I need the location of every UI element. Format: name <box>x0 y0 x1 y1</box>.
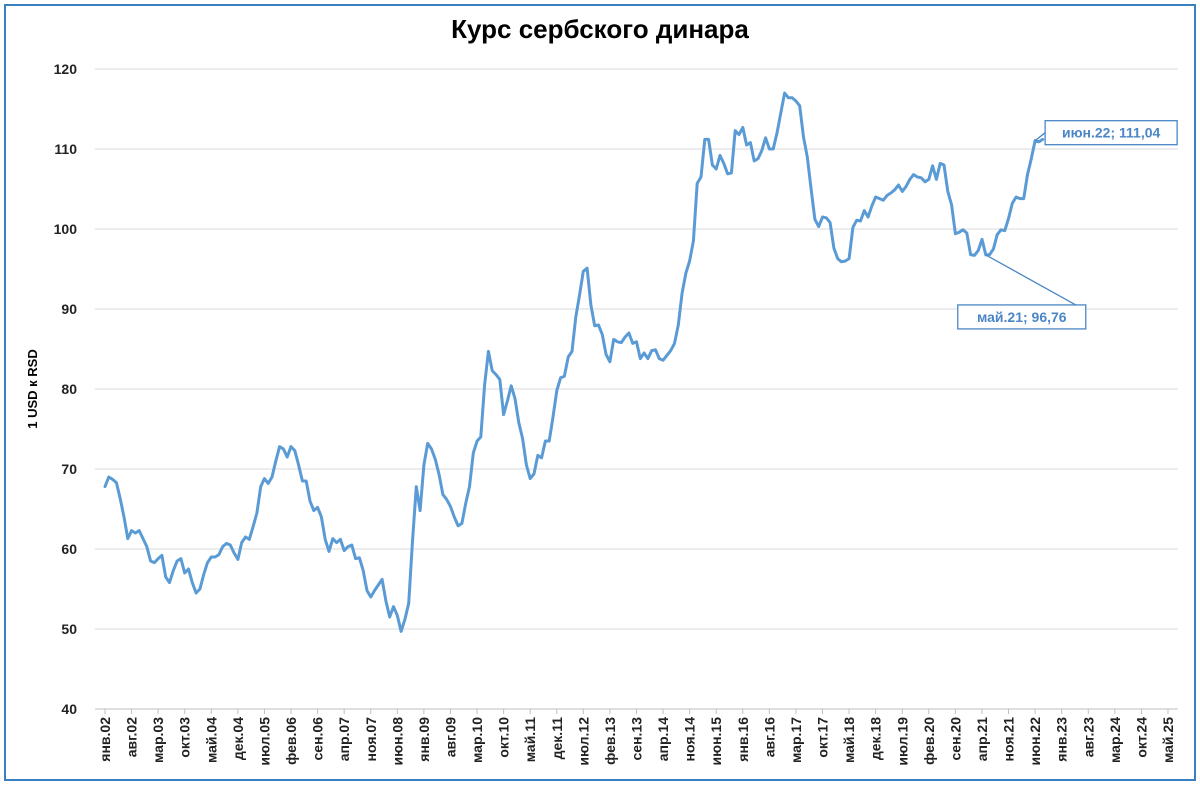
y-tick-label: 100 <box>54 221 78 237</box>
x-tick-label: дек.04 <box>230 717 246 760</box>
x-tick-label: июл.05 <box>256 717 272 766</box>
x-tick-label: июн.22 <box>1027 717 1043 766</box>
x-tick-label: янв.23 <box>1054 717 1070 762</box>
x-tick-label: сен.20 <box>947 717 963 761</box>
y-tick-label: 110 <box>54 141 77 157</box>
x-tick-label: мар.03 <box>150 717 166 763</box>
x-tick-label: дек.11 <box>549 717 565 760</box>
annotation-leader <box>985 254 1077 306</box>
x-tick-label: окт.10 <box>496 717 512 758</box>
x-tick-label: янв.09 <box>416 717 432 762</box>
x-tick-label: май.25 <box>1160 717 1176 763</box>
gridlines <box>95 68 1178 710</box>
x-tick-label: дек.18 <box>868 717 884 760</box>
x-tick-label: июн.08 <box>389 717 405 766</box>
x-tick-label: окт.03 <box>177 717 193 758</box>
x-tick-label: окт.17 <box>815 717 831 758</box>
x-tick-label: янв.02 <box>97 717 113 762</box>
annotations: июн.22; 111,04 май.21; 96,76 <box>957 120 1178 330</box>
y-tick-label: 120 <box>54 61 78 77</box>
x-tick-label: июн.15 <box>708 717 724 766</box>
y-tick-label: 90 <box>61 301 77 317</box>
annotation-leader <box>1034 132 1046 142</box>
x-tick-label: окт.24 <box>1133 717 1149 758</box>
x-tick-label: май.18 <box>841 717 857 763</box>
y-axis-label: 1 USD к RSD <box>25 349 40 428</box>
x-tick-label: июл.12 <box>575 717 591 766</box>
x-tick-label: авг.02 <box>124 717 140 757</box>
x-tick-label: ноя.21 <box>1001 717 1017 762</box>
x-tick-label: фев.13 <box>602 717 618 765</box>
x-tick-label: сен.13 <box>629 717 645 761</box>
x-tick-label: авг.09 <box>442 717 458 757</box>
y-axis-ticks: 40 50 60 70 80 90 100 110 120 <box>54 61 78 717</box>
x-tick-label: май.04 <box>203 717 219 763</box>
x-tick-label: ноя.07 <box>363 717 379 762</box>
x-tick-label: май.11 <box>522 717 538 762</box>
x-tick-label: апр.14 <box>655 717 671 761</box>
y-tick-label: 70 <box>61 461 77 477</box>
annotation-box <box>957 304 1087 330</box>
x-tick-label: мар.24 <box>1107 717 1123 763</box>
annotation-box <box>1044 120 1178 146</box>
annotation-label: май.21; 96,76 <box>977 309 1067 325</box>
x-axis-ticks: янв.02 авг.02 мар.03 окт.03 май.04 дек.04 июл.… <box>97 709 1176 766</box>
x-tick-label: ноя.14 <box>682 717 698 762</box>
annotation-label: июн.22; 111,04 <box>1062 125 1161 141</box>
x-tick-label: мар.10 <box>469 717 485 763</box>
x-tick-label: авг.23 <box>1080 717 1096 757</box>
x-tick-label: фев.06 <box>283 717 299 765</box>
x-tick-label: апр.07 <box>336 717 352 761</box>
y-tick-label: 60 <box>61 541 77 557</box>
x-tick-label: фев.20 <box>921 717 937 765</box>
x-tick-label: июл.19 <box>894 717 910 766</box>
x-tick-label: сен.06 <box>310 717 326 761</box>
series-line <box>103 91 1045 633</box>
x-tick-label: апр.21 <box>974 717 990 761</box>
x-tick-label: авг.16 <box>761 717 777 757</box>
chart-frame <box>4 4 1196 781</box>
chart-title: Курс сербского динара <box>451 14 749 44</box>
y-tick-label: 80 <box>61 381 77 397</box>
x-tick-label: янв.16 <box>735 717 751 762</box>
y-tick-label: 40 <box>61 701 77 717</box>
y-tick-label: 50 <box>61 621 77 637</box>
series-layer <box>103 91 1045 633</box>
x-tick-label: мар.17 <box>788 717 804 763</box>
